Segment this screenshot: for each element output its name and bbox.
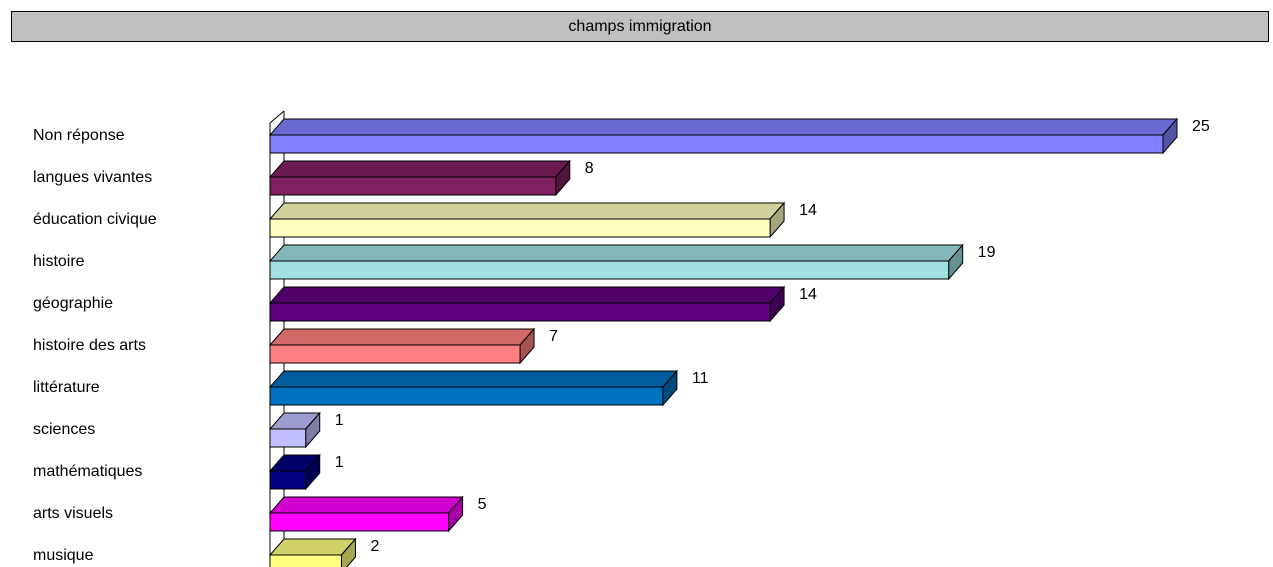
bar bbox=[269, 512, 450, 532]
data-label: 2 bbox=[370, 538, 379, 555]
category-label: langues vivantes bbox=[33, 169, 152, 186]
bar-top-face bbox=[268, 496, 464, 514]
data-label: 14 bbox=[799, 202, 817, 219]
bar-top-face bbox=[268, 538, 357, 556]
data-label: 14 bbox=[799, 286, 817, 303]
category-label: mathématiques bbox=[33, 463, 142, 480]
category-label: arts visuels bbox=[33, 505, 113, 522]
bar-top-face bbox=[268, 244, 964, 262]
category-label: littérature bbox=[33, 379, 100, 396]
bar-top-face bbox=[268, 160, 571, 178]
axis-wall-top-edge bbox=[269, 110, 285, 124]
data-label: 7 bbox=[549, 328, 558, 345]
bar-top-face bbox=[268, 202, 786, 220]
data-label: 5 bbox=[478, 496, 487, 513]
bar bbox=[269, 260, 950, 280]
data-label: 25 bbox=[1192, 118, 1210, 135]
bar bbox=[269, 218, 771, 238]
category-label: histoire des arts bbox=[33, 337, 146, 354]
category-label: géographie bbox=[33, 295, 113, 312]
data-label: 19 bbox=[978, 244, 996, 261]
bar bbox=[269, 134, 1164, 154]
data-label: 1 bbox=[335, 454, 344, 471]
bar-side-face bbox=[340, 537, 356, 567]
bar bbox=[269, 428, 307, 448]
bar bbox=[269, 344, 521, 364]
bar bbox=[269, 386, 664, 406]
chart-title: champs immigration bbox=[11, 11, 1269, 42]
category-label: sciences bbox=[33, 421, 95, 438]
data-label: 1 bbox=[335, 412, 344, 429]
bar bbox=[269, 554, 342, 567]
bar-top-face bbox=[268, 118, 1179, 136]
category-label: éducation civique bbox=[33, 211, 157, 228]
category-label: histoire bbox=[33, 253, 85, 270]
bar bbox=[269, 176, 557, 196]
bar bbox=[269, 470, 307, 490]
bar-top-face bbox=[268, 286, 786, 304]
data-label: 11 bbox=[692, 370, 709, 387]
bar-top-face bbox=[268, 370, 679, 388]
category-label: musique bbox=[33, 547, 94, 564]
bar-top-face bbox=[268, 328, 536, 346]
category-label: Non réponse bbox=[33, 127, 125, 144]
data-label: 8 bbox=[585, 160, 594, 177]
bar bbox=[269, 302, 771, 322]
